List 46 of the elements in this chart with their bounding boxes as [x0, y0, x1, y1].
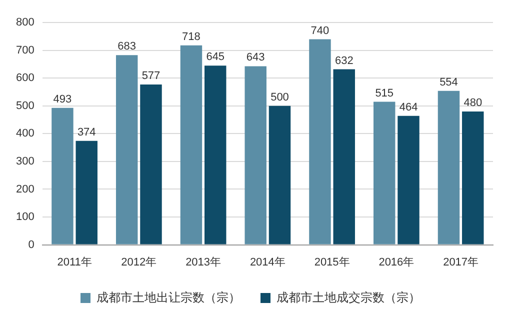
bar — [76, 140, 98, 244]
legend-label: 成都市土地成交宗数（宗） — [276, 290, 420, 304]
x-tick-label: 2017年 — [443, 256, 479, 268]
data-label: 374 — [77, 126, 96, 138]
data-label: 480 — [464, 97, 482, 110]
bar — [309, 39, 331, 244]
data-label: 740 — [310, 24, 330, 37]
data-label: 645 — [206, 51, 225, 64]
y-tick-label: 500 — [16, 100, 34, 112]
y-tick-label: 800 — [16, 16, 34, 29]
data-label: 464 — [399, 101, 418, 114]
x-tick-label: 2013年 — [186, 256, 222, 268]
x-tick-label: 2014年 — [250, 256, 286, 268]
bar — [52, 108, 74, 244]
x-tick-label: 2015年 — [314, 256, 350, 268]
y-tick-label: 200 — [16, 183, 34, 196]
y-tick-label: 600 — [16, 72, 34, 84]
bar — [116, 55, 138, 244]
y-tick-label: 400 — [16, 128, 34, 140]
data-label: 554 — [440, 76, 458, 88]
bar — [180, 45, 202, 244]
data-label: 493 — [53, 93, 72, 106]
y-tick-label: 300 — [16, 156, 34, 168]
bar — [268, 106, 291, 244]
data-label: 515 — [375, 87, 394, 100]
y-tick-label: 100 — [16, 211, 34, 224]
data-label: 683 — [118, 40, 136, 53]
data-label: 718 — [182, 30, 200, 43]
y-tick-label: 700 — [16, 44, 34, 56]
bar — [398, 116, 420, 244]
bar — [438, 90, 460, 244]
data-label: 643 — [246, 52, 265, 64]
data-label: 500 — [270, 91, 289, 104]
bar — [374, 102, 396, 244]
x-tick-label: 2011年 — [57, 256, 92, 268]
bar — [140, 84, 162, 244]
bar — [244, 66, 266, 244]
bar — [204, 66, 226, 244]
bar — [462, 111, 484, 244]
data-label: 632 — [334, 54, 354, 67]
x-tick-label: 2016年 — [378, 256, 414, 268]
data-label: 577 — [142, 70, 160, 82]
x-tick-label: 2012年 — [121, 256, 157, 268]
legend-label: 成都市土地出让宗数（宗） — [96, 290, 240, 304]
y-tick-label: 0 — [28, 238, 34, 251]
bar — [333, 69, 355, 244]
